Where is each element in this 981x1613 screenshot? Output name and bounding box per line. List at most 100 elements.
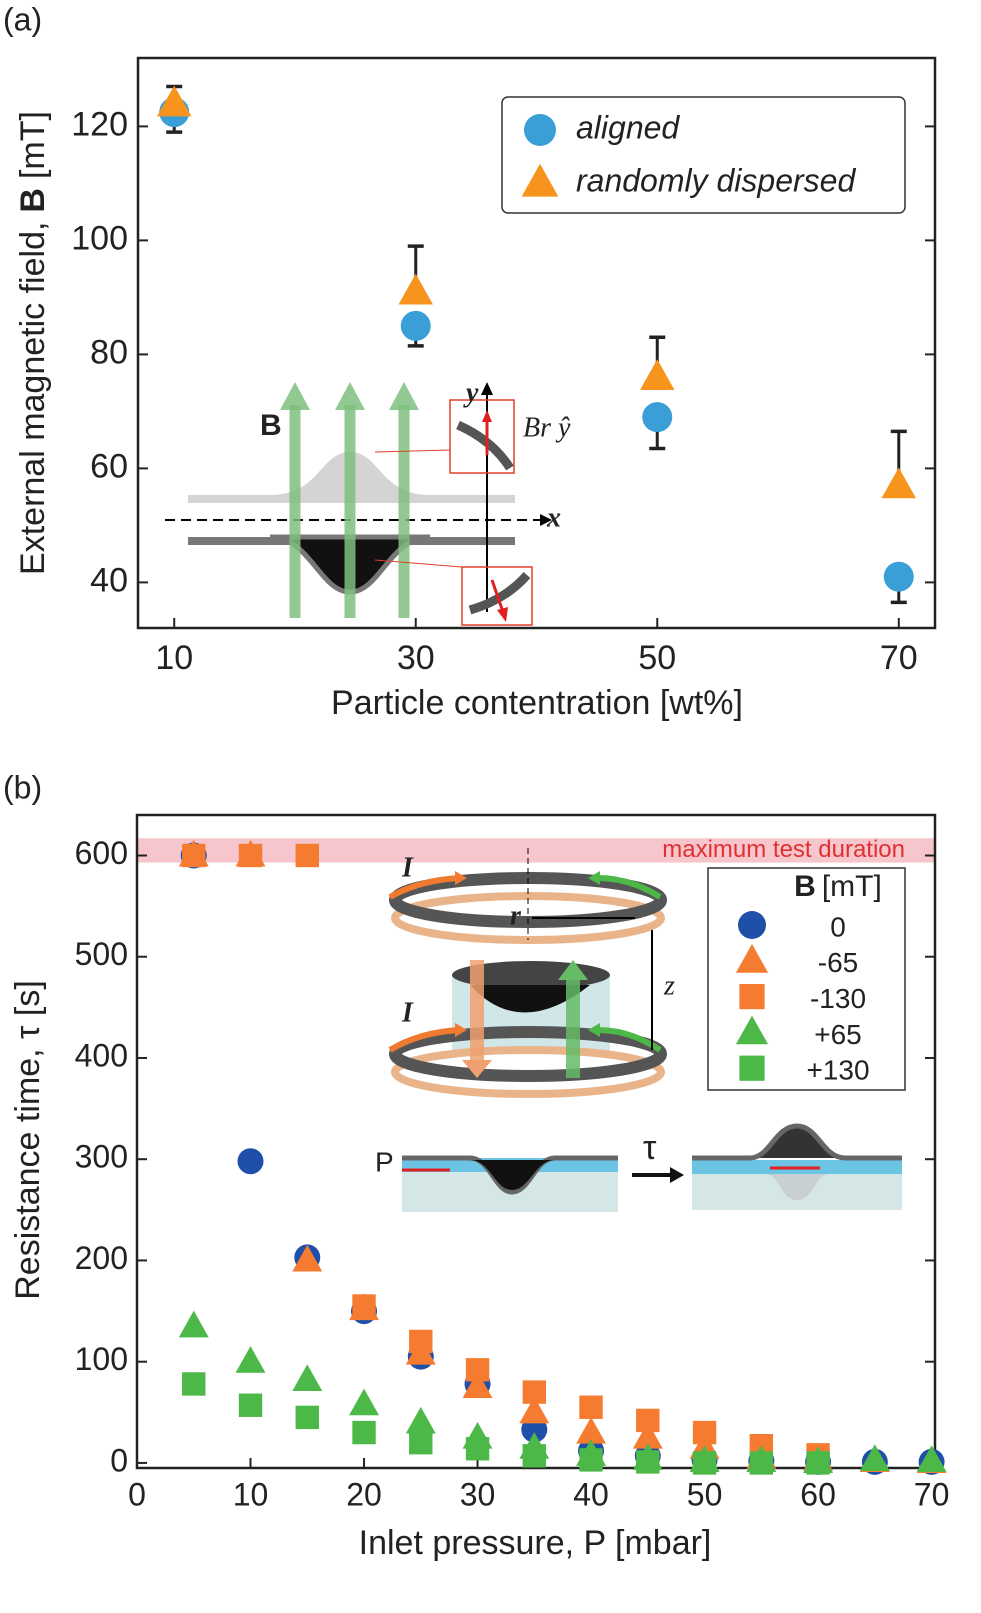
panel-label: (a) <box>3 1 42 37</box>
inset-label: Br ŷ <box>523 412 571 443</box>
legend-label: +130 <box>806 1055 869 1086</box>
y-tick-label: 80 <box>90 333 128 371</box>
point <box>579 1448 603 1472</box>
annotation: maximum test duration <box>662 836 905 863</box>
legend-label: +65 <box>814 1019 862 1050</box>
inset-label: I <box>401 997 414 1028</box>
y-tick-label: 0 <box>110 1442 128 1478</box>
point <box>632 1422 663 1449</box>
point <box>400 310 431 341</box>
legend-marker <box>739 984 765 1010</box>
point <box>235 1346 266 1373</box>
legend-label: aligned <box>576 109 680 145</box>
y-tick-label: 100 <box>71 219 128 257</box>
point <box>352 1294 376 1318</box>
point <box>409 1329 433 1354</box>
inset-diagram: B y x Br ŷ <box>165 377 571 626</box>
point <box>522 1444 546 1468</box>
point <box>465 1358 490 1382</box>
x-axis-label: Inlet pressure, P [mbar] <box>359 1524 712 1562</box>
point <box>806 1451 830 1475</box>
x-tick-label: 10 <box>233 1476 269 1512</box>
point <box>749 1451 774 1475</box>
legend-label: 0 <box>830 911 846 942</box>
band <box>137 838 935 863</box>
y-tick-label: 200 <box>75 1240 128 1276</box>
legend-box <box>707 867 906 1091</box>
inset-label: τ <box>643 1129 657 1167</box>
legend-title-part: [mT] <box>822 870 882 903</box>
x-tick-label: 50 <box>687 1476 723 1512</box>
x-tick-label: 30 <box>397 639 435 677</box>
y-tick-label: 400 <box>75 1037 128 1073</box>
y-tick-label: 100 <box>75 1341 128 1377</box>
point <box>295 1405 319 1430</box>
y-axis-label-part: [mT] <box>14 111 52 179</box>
point <box>881 467 917 499</box>
y-tick-label: 120 <box>71 105 128 143</box>
legend-marker <box>735 1015 769 1045</box>
inset-label: B <box>260 409 282 442</box>
inset-label: P <box>375 1146 394 1177</box>
point <box>883 561 914 592</box>
point <box>522 1380 546 1404</box>
x-tick-label: 20 <box>346 1476 382 1512</box>
y-tick-label: 60 <box>90 447 128 485</box>
legend-label: -130 <box>810 983 866 1014</box>
x-tick-label: 60 <box>800 1476 836 1512</box>
x-tick-label: 10 <box>155 639 193 677</box>
y-axis-label: External magnetic field, B [mT] <box>14 111 52 575</box>
y-tick-label: 40 <box>90 561 128 599</box>
point <box>156 85 192 117</box>
legend-label: -65 <box>818 947 858 978</box>
y-axis-label-part: External magnetic field, <box>14 222 52 575</box>
point <box>692 1451 717 1475</box>
inset-label: r <box>510 900 522 931</box>
legend-box <box>501 96 906 214</box>
x-tick-label: 40 <box>573 1476 609 1512</box>
inset-label: z <box>663 970 675 1001</box>
y-tick-label: 300 <box>75 1139 128 1175</box>
point <box>636 1408 660 1433</box>
point <box>465 1437 490 1461</box>
point <box>295 843 319 868</box>
point <box>398 273 433 305</box>
legend-label: randomly dispersed <box>576 162 856 198</box>
point <box>182 843 206 868</box>
inset-label: x <box>546 502 561 533</box>
point <box>636 1450 660 1474</box>
legend-title: B [mT] <box>794 870 882 903</box>
x-tick-label: 30 <box>460 1476 496 1512</box>
x-tick-label: 70 <box>914 1476 950 1512</box>
inset-label: I <box>401 852 414 883</box>
point <box>462 1371 493 1399</box>
point <box>292 1244 323 1272</box>
point <box>349 1388 379 1416</box>
plot-frame <box>135 813 937 1470</box>
point <box>519 1396 550 1424</box>
point <box>859 1444 890 1471</box>
legend-title-part: B <box>794 870 816 903</box>
x-tick-label: 70 <box>880 639 918 677</box>
panel-label: (b) <box>3 769 42 805</box>
inset-label: y <box>463 377 479 408</box>
legend-marker <box>521 163 559 197</box>
y-axis-label-part: B <box>14 188 52 213</box>
plot-frame <box>136 56 937 630</box>
x-axis-label: Particle contentration [wt%] <box>331 684 743 722</box>
legend-marker <box>735 944 769 973</box>
point <box>692 1420 717 1445</box>
point <box>237 1148 264 1175</box>
y-tick-label: 600 <box>75 835 128 871</box>
point <box>238 1393 263 1417</box>
point <box>178 1310 209 1338</box>
point <box>916 1445 947 1472</box>
point <box>352 1420 376 1445</box>
point <box>640 359 675 390</box>
x-tick-label: 50 <box>638 639 676 677</box>
point <box>292 1364 323 1391</box>
legend-marker <box>524 114 556 146</box>
point <box>642 402 673 433</box>
legend-marker <box>738 911 766 939</box>
